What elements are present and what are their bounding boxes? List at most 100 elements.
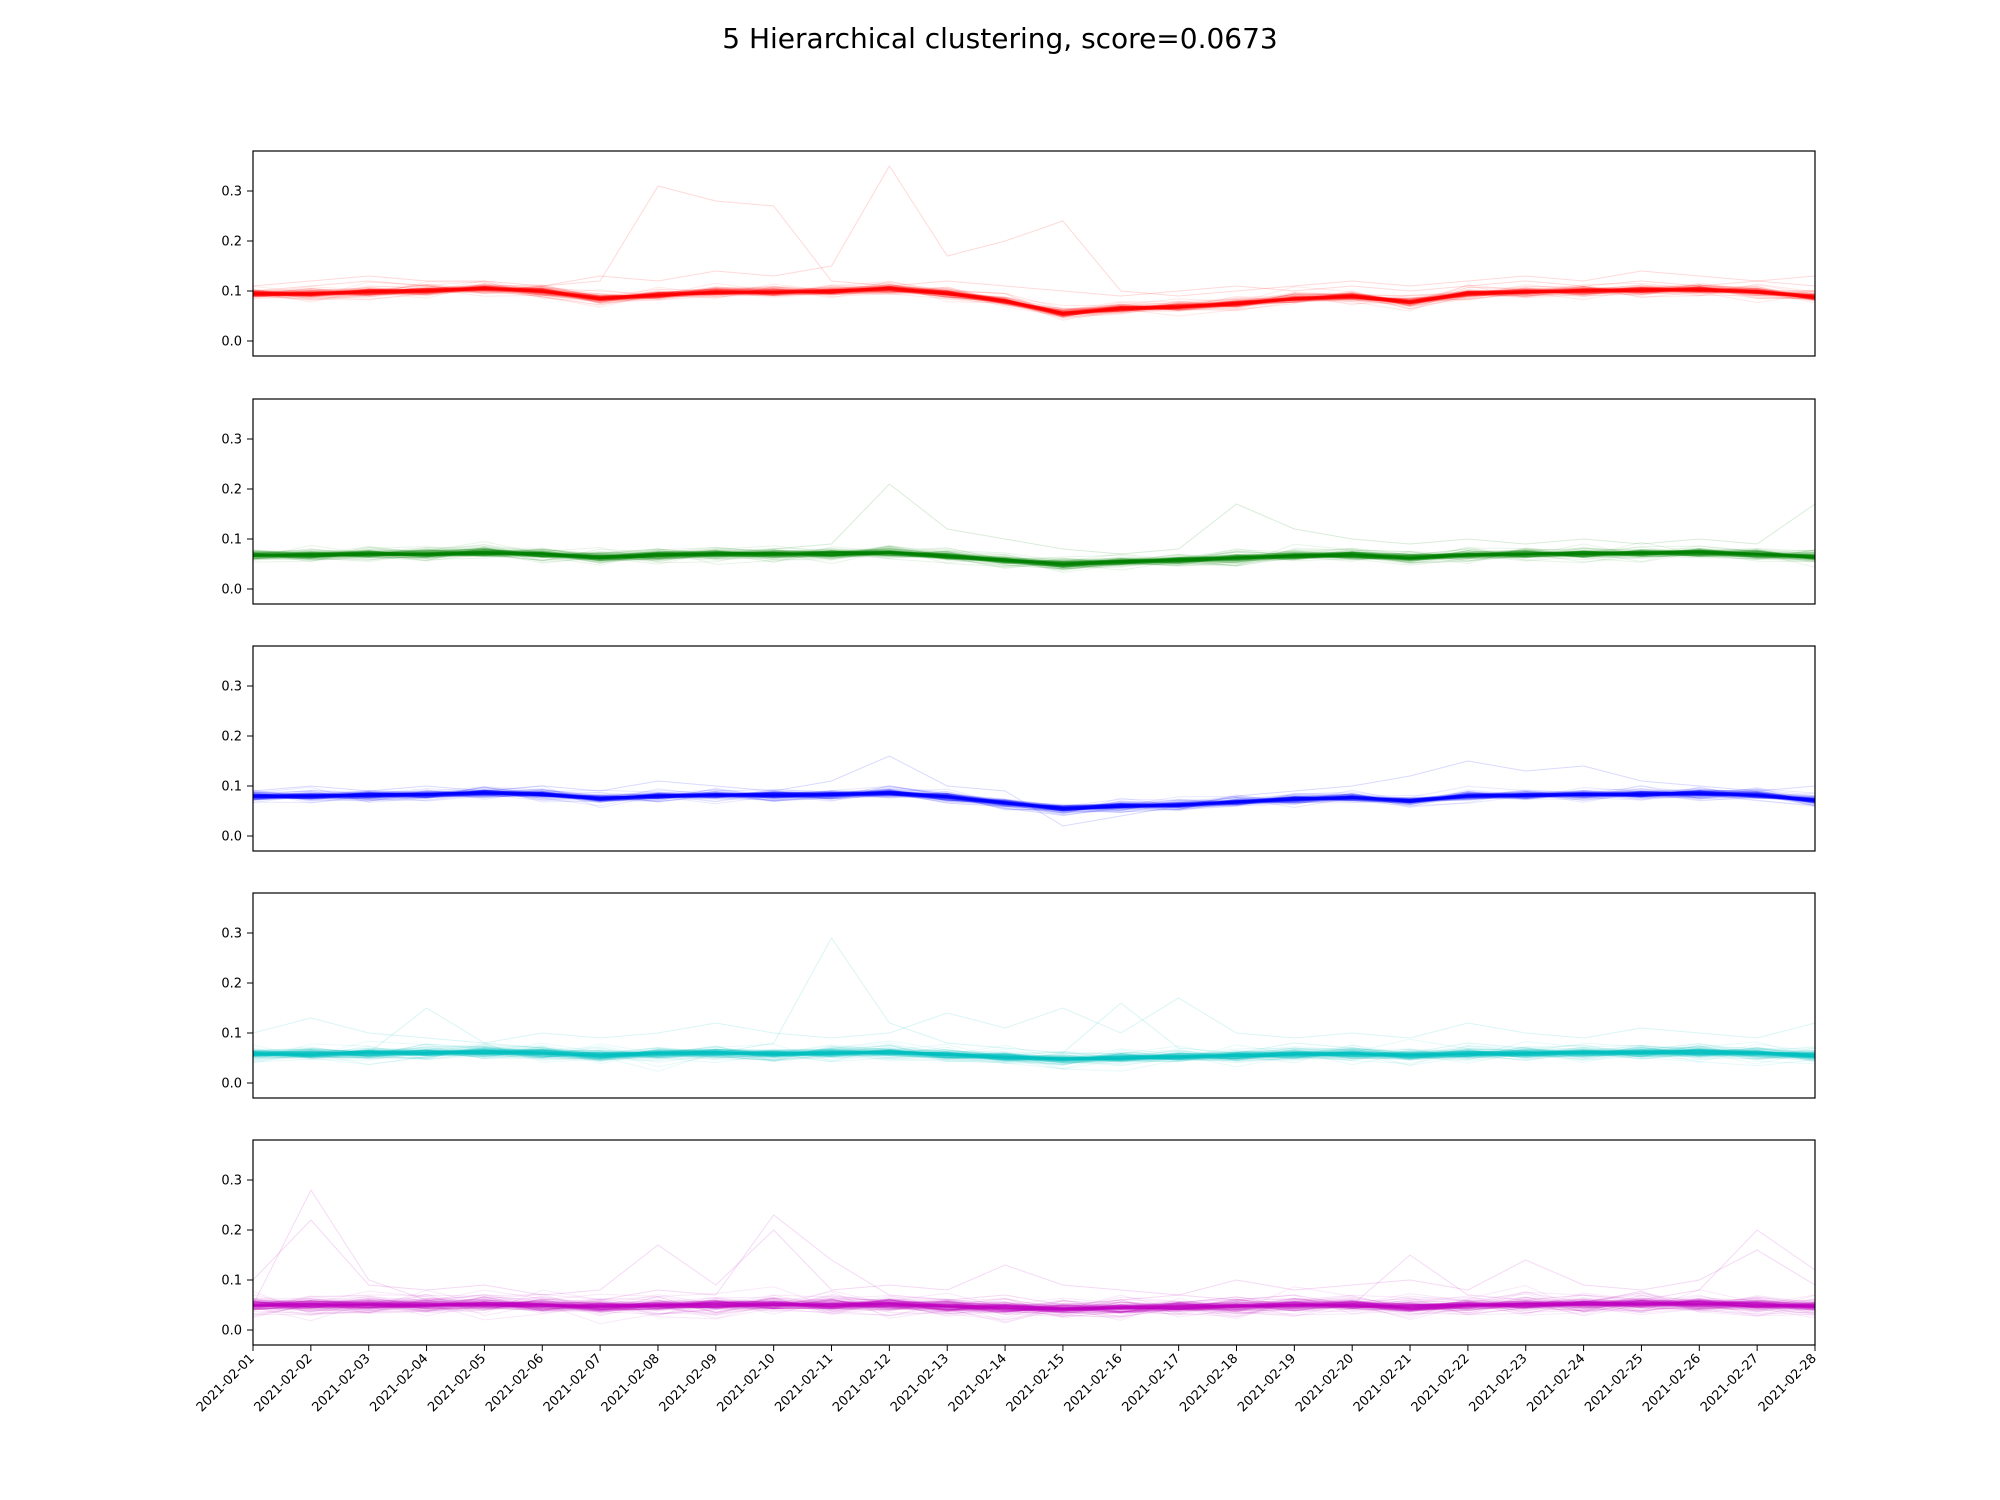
y-tick-label: 0.1 — [221, 533, 242, 548]
y-tick-label: 0.2 — [221, 1224, 242, 1239]
x-tick-label: 2021-02-27 — [1698, 1351, 1762, 1415]
x-tick-label: 2021-02-20 — [1293, 1351, 1357, 1415]
subplot-3: 0.0 0.1 0.2 0.3 — [221, 645, 1816, 852]
y-tick-label: 0.0 — [221, 583, 242, 598]
axes-frame — [252, 645, 1816, 852]
y-tick-label: 0.3 — [221, 185, 242, 200]
member-line — [253, 789, 1815, 811]
member-line — [253, 1044, 1815, 1072]
y-tick-label: 0.0 — [221, 1077, 242, 1092]
x-tick-label: 2021-02-19 — [1235, 1351, 1299, 1415]
member-line — [253, 1045, 1815, 1065]
member-line — [253, 1286, 1815, 1322]
member-line — [253, 1294, 1815, 1314]
x-tick-label: 2021-02-09 — [657, 1351, 721, 1415]
member-line — [253, 1044, 1815, 1063]
member-line — [253, 1298, 1815, 1314]
x-tick-label: 2021-02-15 — [1004, 1351, 1068, 1415]
x-tick-label: 2021-02-13 — [888, 1351, 952, 1415]
chart-title: 5 Hierarchical clustering, score=0.0673 — [722, 22, 1278, 55]
outlier-line — [253, 1219, 1815, 1296]
member-line — [253, 285, 1815, 317]
member-line — [253, 547, 1815, 574]
x-axis: 2021-02-012021-02-022021-02-032021-02-04… — [194, 1345, 1820, 1415]
cluster-center-line — [253, 791, 1815, 811]
x-tick-label: 2021-02-10 — [714, 1351, 778, 1415]
member-line — [253, 1047, 1815, 1065]
y-tick-label: 0.1 — [221, 285, 242, 300]
outlier-line — [253, 1188, 1815, 1306]
member-line — [253, 1038, 1815, 1062]
cluster-center-line — [253, 1302, 1815, 1311]
x-tick-label: 2021-02-11 — [772, 1351, 836, 1415]
subplot-2: 0.0 0.1 0.2 0.3 — [221, 398, 1816, 605]
member-line — [253, 786, 1815, 814]
axes-frame — [252, 150, 1816, 357]
x-tick-label: 2021-02-02 — [252, 1351, 316, 1415]
member-line — [253, 286, 1815, 317]
member-line — [253, 1040, 1815, 1066]
series-group — [253, 483, 1815, 574]
member-line — [253, 1291, 1815, 1321]
y-tick-label: 0.2 — [221, 730, 242, 745]
member-line — [253, 543, 1815, 570]
member-line — [253, 1293, 1815, 1317]
member-line — [253, 1296, 1815, 1317]
series-group — [253, 1188, 1815, 1325]
outlier-line — [253, 165, 1815, 297]
subplot-1: 0.0 0.1 0.2 0.3 — [221, 150, 1816, 357]
member-line — [253, 287, 1815, 313]
x-tick-label: 2021-02-22 — [1409, 1351, 1473, 1415]
x-tick-label: 2021-02-25 — [1582, 1351, 1646, 1415]
subplot-4: 0.0 0.1 0.2 0.3 — [221, 892, 1816, 1099]
member-line — [253, 1293, 1815, 1318]
member-line — [253, 1296, 1815, 1317]
member-line — [253, 1290, 1815, 1320]
y-tick-label: 0.2 — [221, 977, 242, 992]
y-tick-label: 0.2 — [221, 483, 242, 498]
member-line — [253, 1043, 1815, 1063]
member-line — [253, 1043, 1815, 1070]
outlier-line — [253, 185, 1815, 297]
x-tick-label: 2021-02-07 — [541, 1351, 605, 1415]
y-tick-label: 0.3 — [221, 1174, 242, 1189]
member-line — [253, 1289, 1815, 1321]
member-line — [253, 788, 1815, 812]
y-tick-label: 0.3 — [221, 433, 242, 448]
member-line — [253, 1041, 1815, 1067]
y-tick-label: 0.1 — [221, 1027, 242, 1042]
x-tick-label: 2021-02-16 — [1062, 1351, 1126, 1415]
y-tick-label: 0.0 — [221, 335, 242, 350]
member-line — [253, 790, 1815, 807]
y-tick-label: 0.0 — [221, 1324, 242, 1339]
member-line — [253, 786, 1815, 816]
x-tick-label: 2021-02-28 — [1756, 1351, 1820, 1415]
x-tick-label: 2021-02-18 — [1177, 1351, 1241, 1415]
member-line — [253, 547, 1815, 569]
x-tick-label: 2021-02-01 — [194, 1351, 258, 1415]
member-line — [253, 1042, 1815, 1061]
x-tick-label: 2021-02-24 — [1524, 1351, 1588, 1415]
outlier-line — [253, 483, 1815, 555]
y-tick-label: 0.1 — [221, 780, 242, 795]
axes-frame — [252, 892, 1816, 1099]
x-tick-label: 2021-02-17 — [1119, 1351, 1183, 1415]
axes-frame — [252, 1139, 1816, 1346]
x-tick-label: 2021-02-26 — [1640, 1351, 1704, 1415]
member-line — [253, 544, 1815, 570]
x-tick-label: 2021-02-06 — [483, 1351, 547, 1415]
member-line — [253, 1044, 1815, 1063]
outlier-line — [253, 997, 1815, 1044]
axes-frame — [252, 398, 1816, 605]
subplot-5: 0.0 0.1 0.2 0.3 — [221, 1139, 1816, 1346]
y-tick-label: 0.2 — [221, 235, 242, 250]
member-line — [253, 1284, 1815, 1320]
member-line — [253, 545, 1815, 572]
x-tick-label: 2021-02-03 — [309, 1351, 373, 1415]
member-line — [253, 1043, 1815, 1065]
cluster-center-line — [253, 286, 1815, 316]
x-tick-label: 2021-02-12 — [830, 1351, 894, 1415]
outlier-line — [253, 755, 1815, 827]
y-tick-label: 0.0 — [221, 830, 242, 845]
